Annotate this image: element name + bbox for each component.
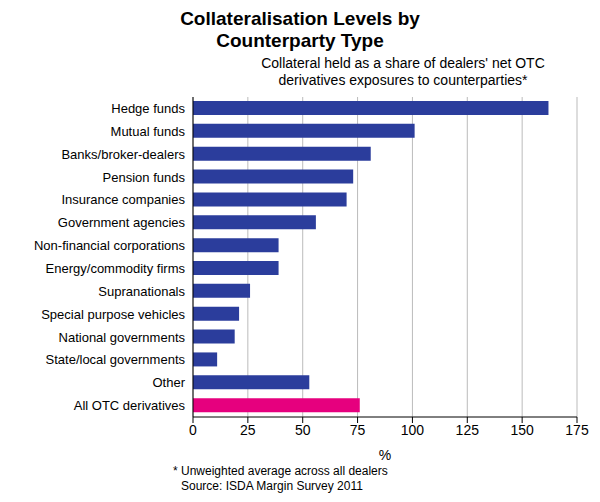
svg-text:0: 0 [189,422,197,438]
svg-text:Non-financial corporations: Non-financial corporations [34,238,186,253]
svg-text:State/local governments: State/local governments [46,352,186,367]
html-text:Collateral held as a share of: Collateral held as a share of dealers' n… [261,55,545,88]
svg-text:Other: Other [152,375,185,390]
svg-text:Mutual funds: Mutual funds [111,124,186,139]
svg-text:Supranationals: Supranationals [98,284,185,299]
svg-text:Banks/broker-dealers: Banks/broker-dealers [61,147,185,162]
html-text:* Unweighted average across al: * Unweighted average across all dealers [173,464,388,478]
svg-text:150: 150 [510,422,534,438]
svg-text:Insurance companies: Insurance companies [61,192,185,207]
svg-text:Special purpose vehicles: Special purpose vehicles [41,307,185,322]
svg-text:25: 25 [240,422,256,438]
svg-text:100: 100 [401,422,425,438]
svg-text:75: 75 [350,422,366,438]
svg-text:175: 175 [565,422,589,438]
svg-text:Energy/commodity firms: Energy/commodity firms [46,261,186,276]
svg-text:Pension funds: Pension funds [103,170,186,185]
svg-text:All OTC derivatives: All OTC derivatives [74,398,186,413]
html-text:Source: ISDA Margin Survey 201: Source: ISDA Margin Survey 2011 [181,479,363,493]
svg-text:Hedge funds: Hedge funds [111,101,185,116]
html-text:Collateralisation Levels by Co: Collateralisation Levels by Counterparty… [180,8,420,51]
svg-text:Government agencies: Government agencies [58,215,186,230]
svg-text:%: % [379,447,391,462]
svg-text:125: 125 [456,422,480,438]
svg-text:50: 50 [295,422,311,438]
svg-text:National governments: National governments [59,330,186,345]
